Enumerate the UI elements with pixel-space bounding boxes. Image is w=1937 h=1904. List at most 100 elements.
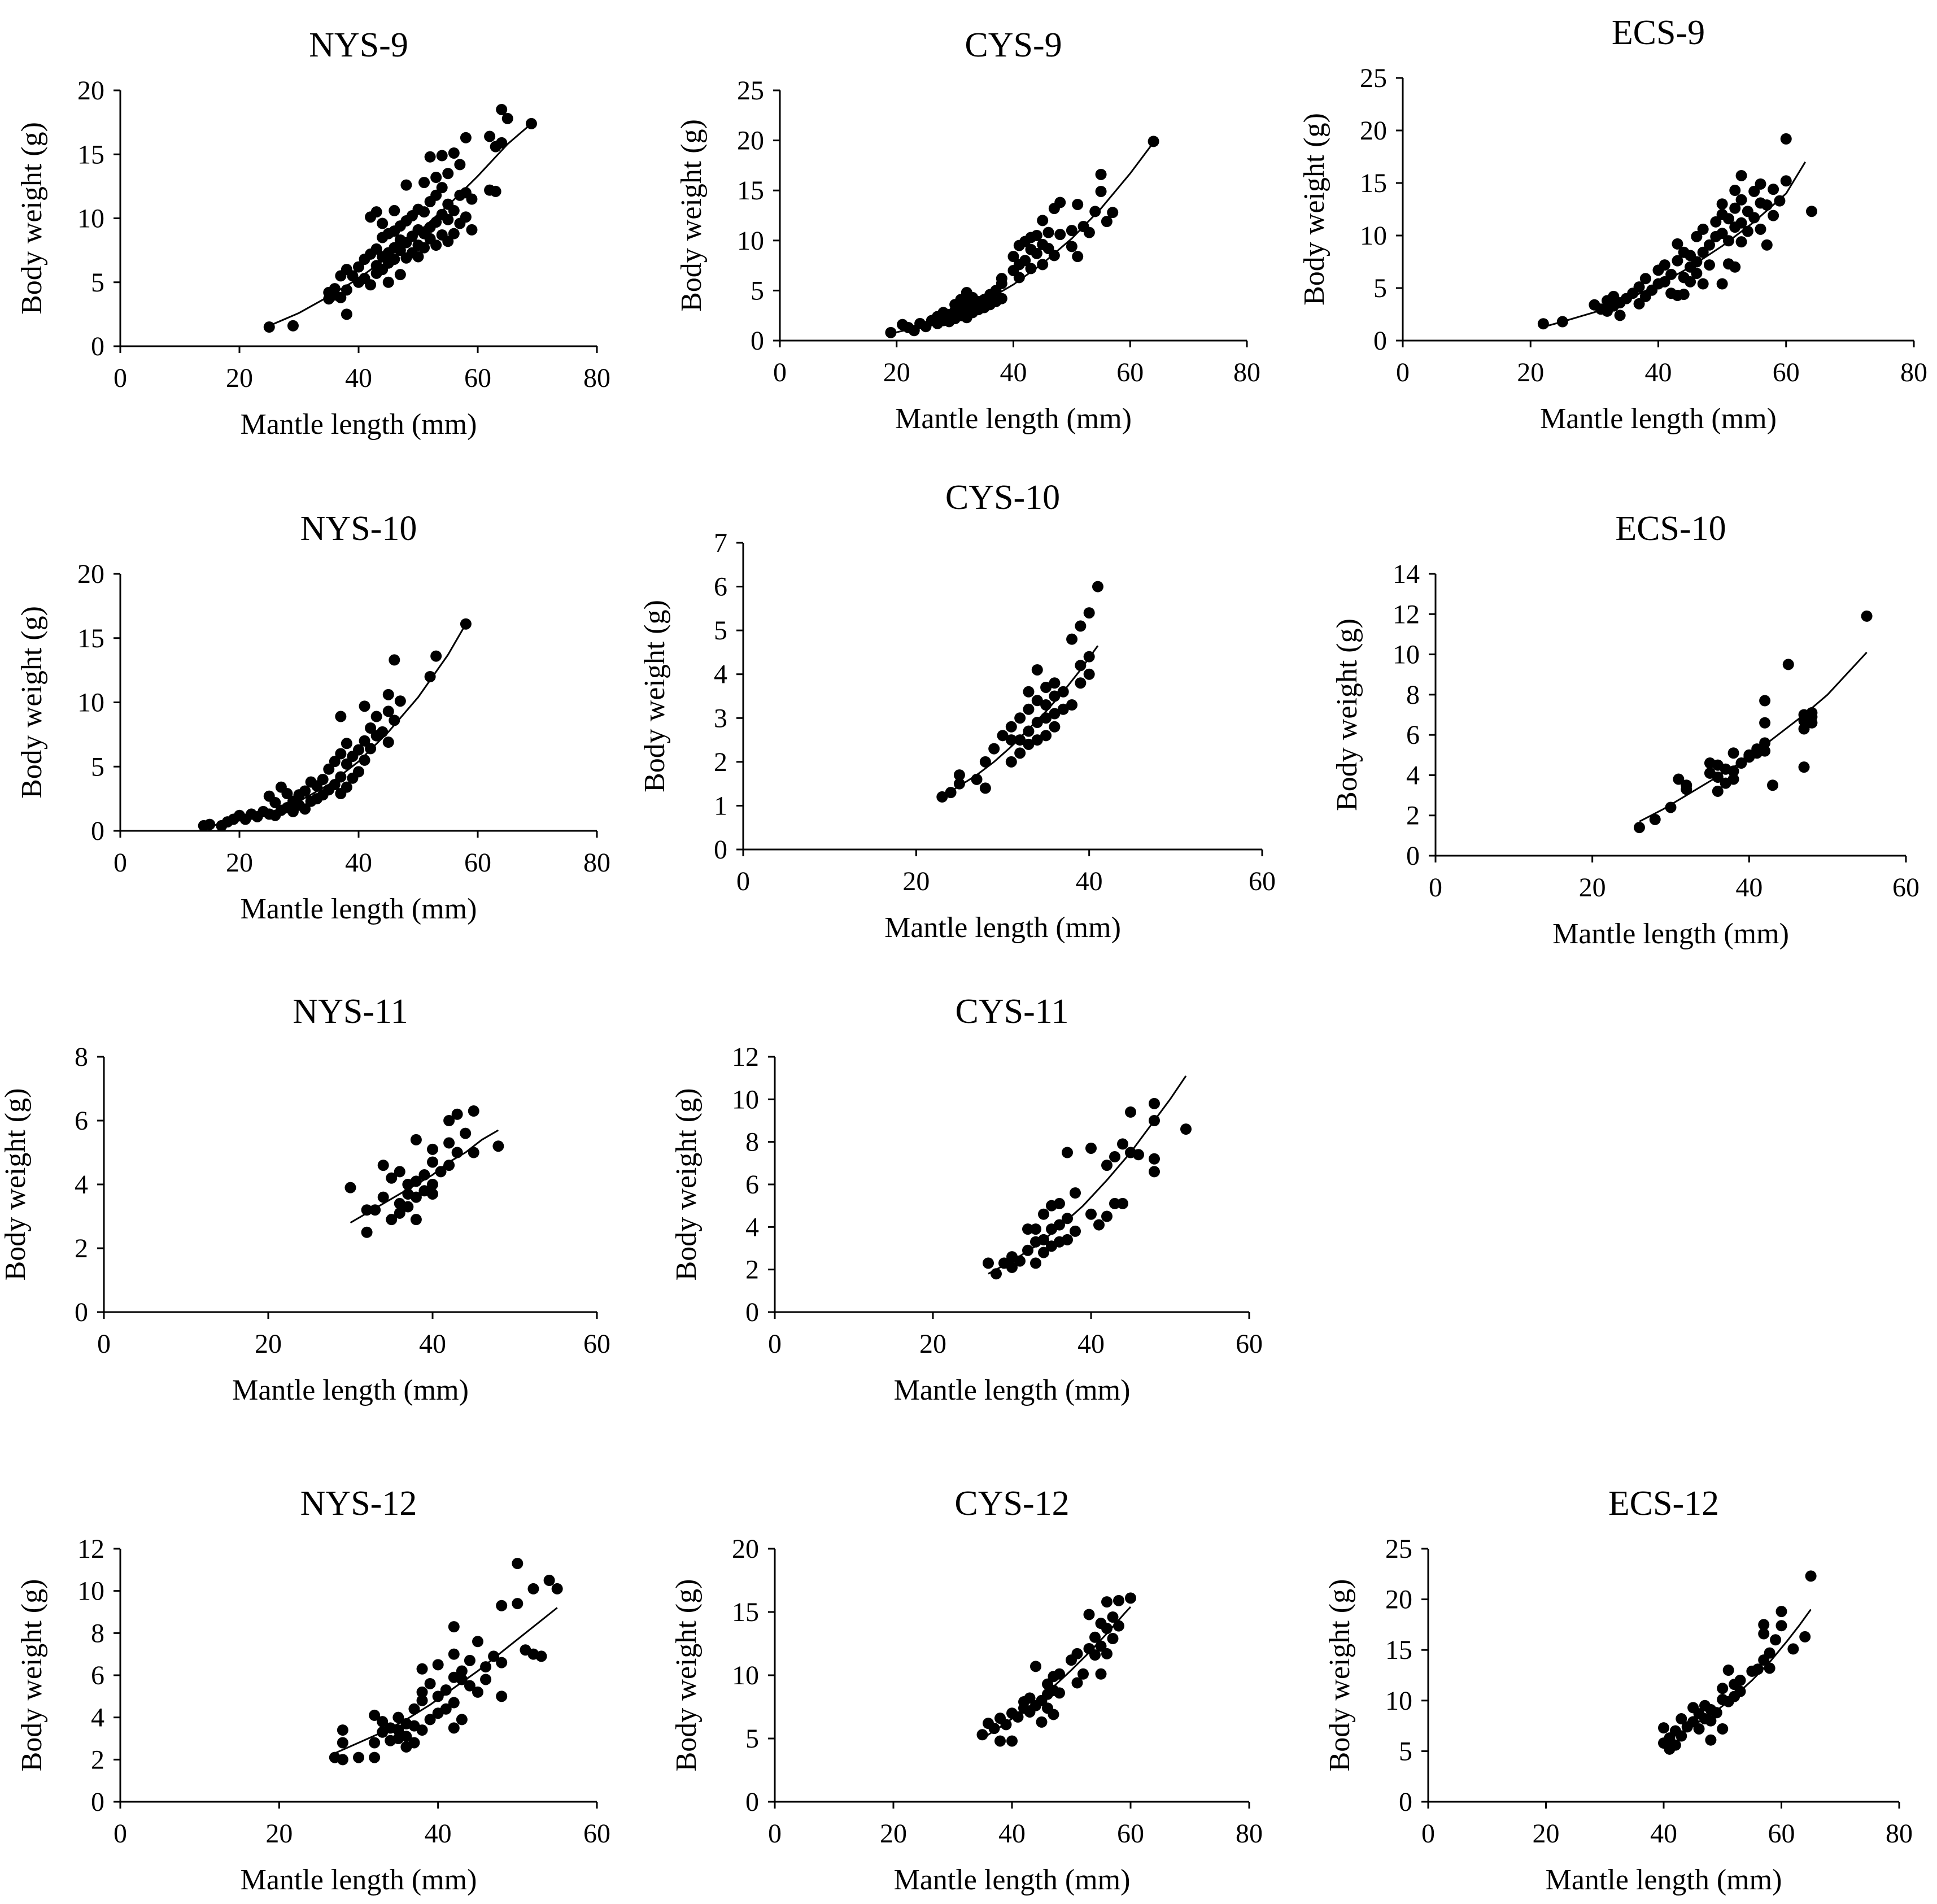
data-point — [443, 1115, 455, 1126]
data-point — [460, 132, 472, 143]
x-tick-label: 20 — [255, 1329, 282, 1359]
y-tick-label: 2 — [75, 1234, 88, 1263]
data-point — [1062, 1234, 1073, 1245]
chart-title: CYS-12 — [954, 1484, 1069, 1523]
data-point — [427, 1188, 438, 1200]
data-point — [443, 1160, 455, 1171]
data-point — [335, 711, 347, 722]
data-point — [341, 284, 352, 296]
y-tick-label: 15 — [77, 624, 104, 653]
data-point — [988, 743, 1000, 755]
y-tick-label: 10 — [77, 1576, 104, 1606]
y-tick-label: 8 — [745, 1127, 759, 1157]
data-point — [1775, 1606, 1787, 1618]
y-tick-label: 10 — [1393, 640, 1420, 670]
data-point — [456, 1714, 468, 1726]
data-point — [1133, 1149, 1144, 1161]
data-point — [1755, 223, 1766, 235]
data-point — [1066, 225, 1077, 237]
y-axis-label: Body weight (g) — [1298, 113, 1330, 306]
y-tick-label: 4 — [1406, 760, 1420, 790]
data-point — [1101, 1648, 1113, 1659]
data-point — [1633, 298, 1645, 310]
data-point — [1117, 1197, 1128, 1209]
x-tick-label: 60 — [464, 363, 491, 393]
x-tick-label: 80 — [583, 848, 610, 878]
data-point — [1040, 699, 1052, 711]
chart-title: CYS-9 — [965, 26, 1062, 64]
data-point — [480, 1674, 492, 1685]
data-point — [394, 1166, 405, 1178]
data-point — [448, 228, 460, 239]
y-tick-label: 20 — [732, 1534, 759, 1564]
chart-title: NYS-12 — [300, 1484, 417, 1523]
data-point — [1125, 1106, 1136, 1118]
data-point — [370, 711, 382, 722]
data-point — [389, 204, 400, 216]
data-point — [1761, 239, 1773, 251]
data-point — [456, 1665, 468, 1677]
x-tick-label: 80 — [1233, 358, 1260, 387]
data-point — [389, 654, 400, 666]
data-point — [1148, 136, 1159, 147]
data-point — [1095, 168, 1107, 180]
data-point — [1012, 1711, 1024, 1723]
data-point — [1075, 677, 1087, 689]
data-point — [468, 1105, 479, 1117]
data-point — [365, 279, 377, 291]
data-point — [512, 1558, 523, 1570]
data-point — [1031, 717, 1043, 729]
y-tick-label: 2 — [745, 1255, 759, 1285]
data-point — [443, 1137, 455, 1149]
data-point — [1019, 255, 1031, 267]
y-tick-label: 0 — [1399, 1787, 1412, 1817]
data-point — [1054, 229, 1066, 241]
data-point — [344, 1182, 356, 1193]
data-point — [885, 326, 897, 338]
data-point — [299, 803, 311, 815]
fit-curve — [203, 623, 467, 828]
y-tick-label: 10 — [1385, 1686, 1412, 1716]
data-point — [1659, 259, 1670, 271]
y-tick-label: 0 — [91, 816, 104, 846]
x-axis-label: Mantle length (mm) — [1552, 918, 1789, 950]
data-point — [1752, 1663, 1764, 1675]
data-point — [1101, 1160, 1113, 1171]
x-tick-label: 40 — [425, 1819, 452, 1849]
data-point — [329, 283, 341, 295]
data-point — [1556, 316, 1568, 328]
data-point — [512, 1598, 523, 1610]
data-point — [1048, 250, 1060, 262]
chart-panel-ecs9: ECS-9 0 5 10 15 20 25 0 20 40 60 80 Mantle length (m… — [1298, 14, 1927, 435]
data-point — [448, 1648, 460, 1660]
data-point — [1054, 197, 1066, 208]
data-point — [1101, 1210, 1113, 1222]
y-tick-label: 10 — [732, 1084, 759, 1114]
data-point — [359, 754, 370, 766]
data-point — [551, 1583, 563, 1594]
data-point — [1023, 686, 1035, 698]
data-point — [1729, 261, 1741, 273]
data-point — [543, 1575, 555, 1586]
chart-panel-cys10: CYS-10 0 1 2 3 4 5 6 7 0 20 40 60 Mantle length (mm) B… — [639, 478, 1276, 944]
data-point — [1101, 1596, 1113, 1608]
y-tick-label: 10 — [1360, 221, 1387, 251]
x-tick-label: 0 — [773, 358, 787, 387]
x-tick-label: 40 — [1077, 1329, 1105, 1359]
data-point — [1697, 223, 1709, 235]
data-point — [410, 1134, 422, 1145]
x-axis-label: Mantle length (mm) — [241, 408, 477, 441]
chart-title: NYS-11 — [293, 992, 408, 1031]
data-point — [430, 189, 442, 201]
data-point — [1093, 1219, 1105, 1231]
data-point — [359, 700, 370, 712]
data-point — [394, 1207, 405, 1219]
x-tick-label: 80 — [1900, 358, 1927, 387]
data-point — [448, 1621, 460, 1633]
x-tick-label: 60 — [1249, 866, 1276, 896]
data-point — [1054, 1687, 1065, 1699]
data-point — [418, 1169, 430, 1181]
data-point — [1735, 217, 1747, 229]
data-point — [412, 251, 424, 263]
